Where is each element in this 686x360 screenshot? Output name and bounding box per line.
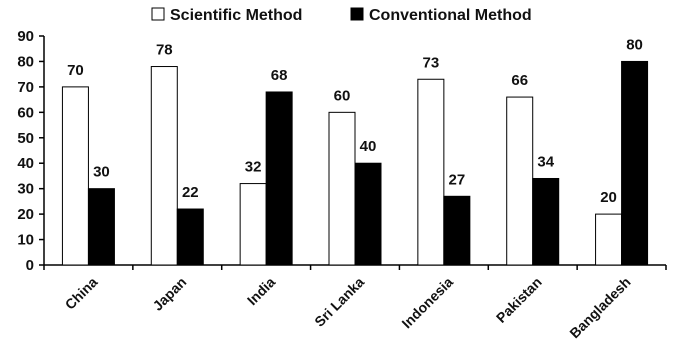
y-tick-label: 90 [17, 28, 34, 45]
data-label-scientific-method: 20 [600, 189, 617, 206]
x-category-label: Pakistan [493, 274, 545, 326]
legend-label-conventional-method: Conventional Method [369, 7, 532, 24]
data-label-conventional-method: 30 [93, 164, 110, 181]
bar-scientific-method [506, 96, 534, 266]
data-label-scientific-method: 78 [156, 42, 173, 59]
y-tick-label: 20 [17, 206, 34, 223]
bar-conventional-method [532, 177, 560, 266]
y-tick-label: 30 [17, 181, 34, 198]
x-category-label: Japan [149, 274, 189, 314]
x-category-label: China [62, 274, 101, 313]
legend: Scientific Method Conventional Method [151, 7, 532, 24]
data-label-conventional-method: 80 [626, 36, 643, 53]
bar-scientific-method [61, 86, 89, 266]
x-category-label: Sri Lanka [311, 274, 367, 330]
y-tick-label: 50 [17, 130, 34, 147]
data-label-conventional-method: 68 [271, 67, 288, 84]
data-label-conventional-method: 34 [537, 153, 554, 170]
y-tick-label: 10 [17, 232, 34, 249]
y-tick-label: 40 [17, 155, 34, 172]
legend-swatch-scientific-method [151, 7, 165, 21]
y-tick-label: 60 [17, 104, 34, 121]
bar-conventional-method [443, 195, 471, 266]
data-label-conventional-method: 40 [360, 138, 377, 155]
bar-scientific-method [595, 213, 623, 266]
bar-conventional-method [354, 162, 382, 266]
legend-label-scientific-method: Scientific Method [170, 7, 302, 24]
x-category-label: Indonesia [398, 274, 456, 332]
bar-conventional-method [621, 60, 649, 266]
y-tick-label: 70 [17, 79, 34, 96]
data-label-scientific-method: 60 [334, 87, 351, 104]
y-tick-label: 0 [26, 257, 34, 274]
bar-scientific-method [239, 183, 267, 266]
bar-conventional-method [176, 208, 204, 266]
legend-swatch-conventional-method [350, 7, 364, 21]
data-label-scientific-method: 32 [245, 159, 262, 176]
data-label-scientific-method: 73 [423, 54, 440, 71]
bar-scientific-method [417, 78, 445, 266]
bar-conventional-method [87, 188, 115, 266]
data-label-conventional-method: 27 [449, 171, 466, 188]
data-label-conventional-method: 22 [182, 184, 199, 201]
y-tick-label: 80 [17, 53, 34, 70]
bar-scientific-method [328, 111, 356, 266]
plot-area: 0 10 20 30 40 50 60 70 80 90 70 30 China 78 22 Japan 32 6… [17, 28, 667, 341]
data-label-scientific-method: 70 [67, 62, 84, 79]
x-category-label: India [244, 274, 279, 309]
bar-scientific-method [150, 66, 178, 266]
x-category-label: Bangladesh [566, 274, 633, 341]
data-label-scientific-method: 66 [511, 72, 528, 89]
bar-conventional-method [265, 91, 293, 266]
